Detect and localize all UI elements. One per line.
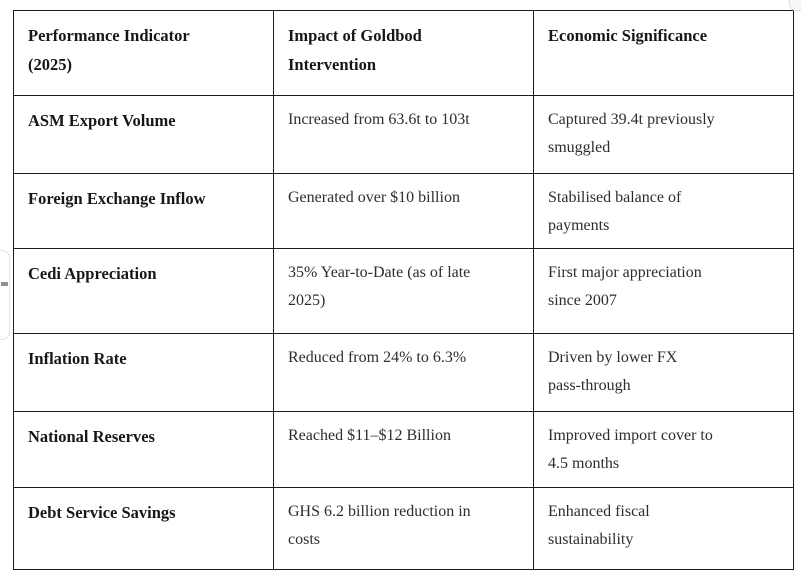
row-indicator-cell: Foreign Exchange Inflow [14,174,274,249]
row-significance-cell: Captured 39.4t previously smuggled [534,96,794,174]
header-cell-economic-significance: Economic Significance [534,11,794,96]
row-indicator-cell: National Reserves [14,412,274,488]
row-indicator-cell: Debt Service Savings [14,488,274,570]
header-cell-impact-of-goldbod: Impact of Goldbod Intervention [274,11,534,96]
row-impact-cell: GHS 6.2 billion reduction in costs [274,488,534,570]
header-cell-performance-indicator: Performance Indicator (2025) [14,11,274,96]
row-impact-cell: Generated over $10 billion [274,174,534,249]
row-indicator-cell: Cedi Appreciation [14,249,274,334]
row-significance-cell: Improved import cover to 4.5 months [534,412,794,488]
row-impact-cell: 35% Year-to-Date (as of late 2025) [274,249,534,334]
drag-handle-icon [1,282,8,286]
left-edge-handle[interactable] [0,250,10,340]
row-significance-cell: Driven by lower FX pass-through [534,334,794,412]
row-indicator-cell: Inflation Rate [14,334,274,412]
row-significance-cell: Enhanced fiscal sustainability [534,488,794,570]
row-significance-cell: Stabilised balance of payments [534,174,794,249]
performance-indicator-table: Performance Indicator (2025) Impact of G… [13,10,794,570]
row-indicator-cell: ASM Export Volume [14,96,274,174]
row-significance-cell: First major appreciation since 2007 [534,249,794,334]
row-impact-cell: Increased from 63.6t to 103t [274,96,534,174]
row-impact-cell: Reached $11–$12 Billion [274,412,534,488]
row-impact-cell: Reduced from 24% to 6.3% [274,334,534,412]
top-right-corner-fragment [789,0,801,11]
